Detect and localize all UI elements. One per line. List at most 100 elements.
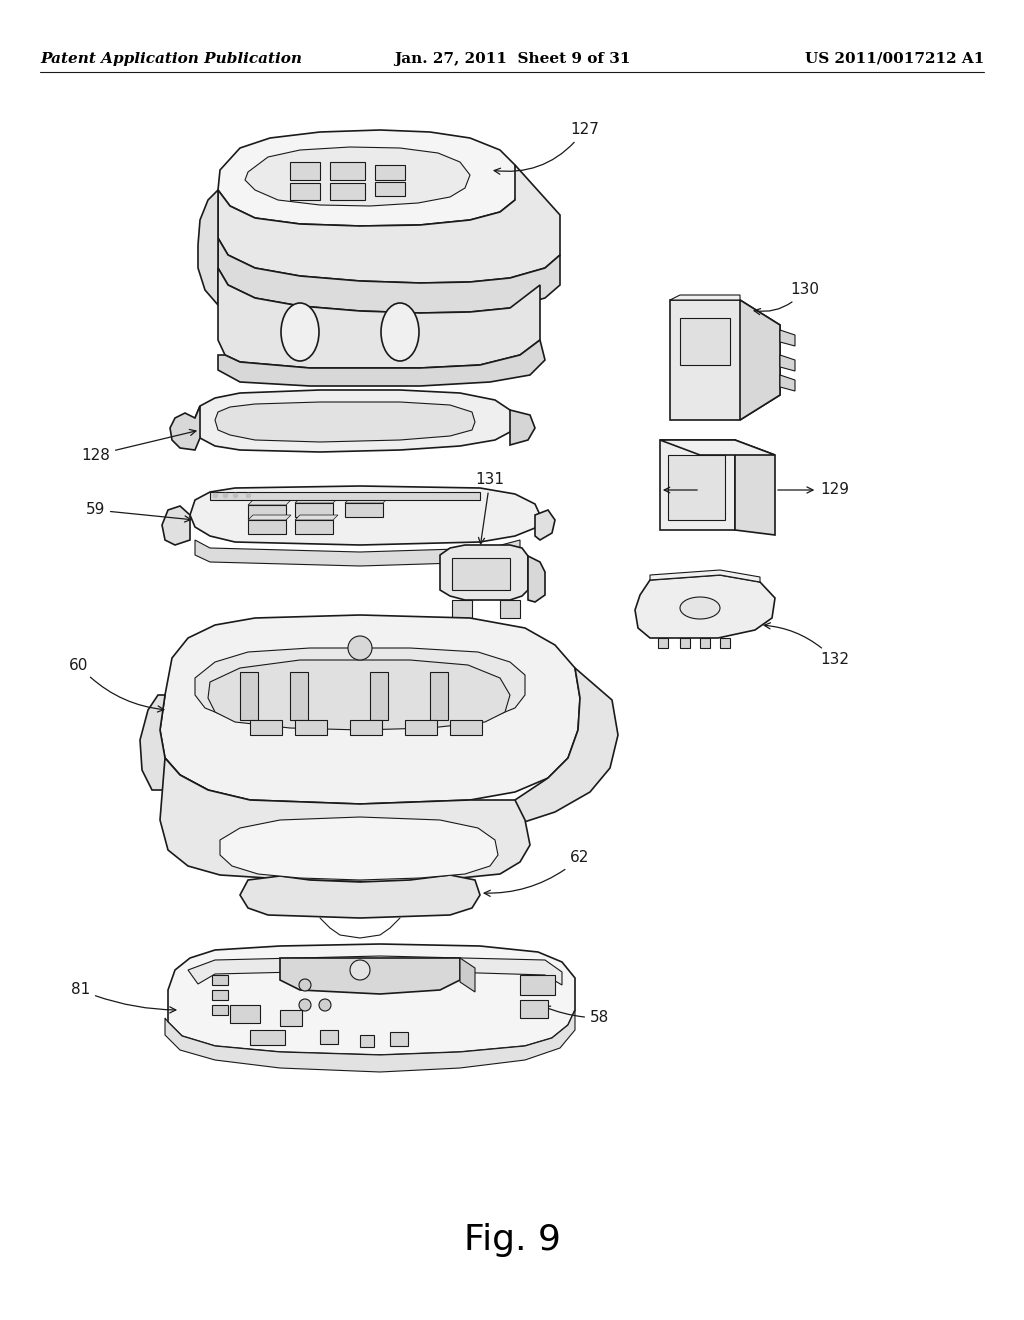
PathPatch shape: [240, 875, 480, 917]
PathPatch shape: [360, 1035, 374, 1047]
PathPatch shape: [165, 1010, 575, 1072]
PathPatch shape: [290, 672, 308, 719]
PathPatch shape: [520, 1001, 548, 1018]
PathPatch shape: [345, 503, 383, 517]
Circle shape: [319, 999, 331, 1011]
PathPatch shape: [190, 486, 540, 545]
PathPatch shape: [510, 411, 535, 445]
PathPatch shape: [680, 318, 730, 366]
PathPatch shape: [295, 719, 327, 735]
PathPatch shape: [440, 545, 528, 601]
PathPatch shape: [528, 556, 545, 602]
Text: 132: 132: [764, 623, 849, 668]
PathPatch shape: [350, 719, 382, 735]
Text: 131: 131: [475, 473, 505, 544]
Ellipse shape: [680, 597, 720, 619]
Text: 127: 127: [495, 123, 599, 174]
PathPatch shape: [670, 300, 780, 420]
PathPatch shape: [452, 601, 472, 618]
PathPatch shape: [245, 147, 470, 206]
PathPatch shape: [212, 1005, 228, 1015]
PathPatch shape: [240, 672, 258, 719]
PathPatch shape: [780, 355, 795, 371]
Text: Jan. 27, 2011  Sheet 9 of 31: Jan. 27, 2011 Sheet 9 of 31: [394, 51, 630, 66]
Text: 128: 128: [81, 429, 196, 462]
Text: Patent Application Publication: Patent Application Publication: [40, 51, 302, 66]
PathPatch shape: [195, 389, 515, 451]
PathPatch shape: [330, 183, 365, 201]
PathPatch shape: [330, 162, 365, 180]
PathPatch shape: [218, 238, 560, 313]
PathPatch shape: [515, 668, 618, 825]
PathPatch shape: [230, 1005, 260, 1023]
PathPatch shape: [140, 696, 208, 789]
PathPatch shape: [215, 403, 475, 442]
PathPatch shape: [460, 958, 475, 993]
Circle shape: [299, 999, 311, 1011]
PathPatch shape: [248, 515, 291, 520]
PathPatch shape: [650, 570, 760, 582]
PathPatch shape: [290, 183, 319, 201]
Ellipse shape: [381, 304, 419, 360]
Text: 59: 59: [86, 503, 190, 521]
PathPatch shape: [210, 492, 480, 500]
Text: US 2011/0017212 A1: US 2011/0017212 A1: [805, 51, 984, 66]
PathPatch shape: [198, 190, 218, 305]
PathPatch shape: [345, 498, 388, 503]
PathPatch shape: [212, 990, 228, 1001]
PathPatch shape: [248, 506, 286, 519]
PathPatch shape: [700, 638, 710, 648]
PathPatch shape: [720, 638, 730, 648]
PathPatch shape: [218, 165, 560, 282]
PathPatch shape: [208, 660, 510, 730]
PathPatch shape: [295, 503, 333, 517]
Circle shape: [350, 960, 370, 979]
Circle shape: [348, 636, 372, 660]
PathPatch shape: [319, 1030, 338, 1044]
PathPatch shape: [370, 672, 388, 719]
PathPatch shape: [250, 1030, 285, 1045]
PathPatch shape: [295, 515, 338, 520]
Text: 81: 81: [71, 982, 176, 1012]
PathPatch shape: [780, 375, 795, 391]
Text: 129: 129: [778, 483, 849, 498]
Circle shape: [299, 979, 311, 991]
PathPatch shape: [670, 294, 740, 300]
Text: 58: 58: [544, 1006, 609, 1026]
PathPatch shape: [450, 719, 482, 735]
PathPatch shape: [295, 520, 333, 535]
Text: Fig. 9: Fig. 9: [464, 1224, 560, 1257]
PathPatch shape: [280, 1010, 302, 1026]
PathPatch shape: [780, 330, 795, 346]
PathPatch shape: [406, 719, 437, 735]
Text: 130: 130: [754, 282, 819, 314]
PathPatch shape: [375, 182, 406, 195]
PathPatch shape: [218, 129, 520, 226]
PathPatch shape: [535, 510, 555, 540]
Text: 60: 60: [69, 657, 164, 711]
PathPatch shape: [168, 944, 575, 1055]
PathPatch shape: [740, 300, 780, 420]
PathPatch shape: [375, 165, 406, 180]
PathPatch shape: [162, 506, 190, 545]
PathPatch shape: [635, 576, 775, 638]
PathPatch shape: [295, 498, 338, 503]
PathPatch shape: [660, 440, 775, 455]
Text: 62: 62: [484, 850, 590, 896]
PathPatch shape: [290, 162, 319, 180]
PathPatch shape: [680, 638, 690, 648]
PathPatch shape: [452, 558, 510, 590]
PathPatch shape: [248, 520, 286, 535]
PathPatch shape: [248, 500, 291, 506]
PathPatch shape: [170, 407, 200, 450]
PathPatch shape: [195, 648, 525, 726]
PathPatch shape: [520, 975, 555, 995]
PathPatch shape: [160, 758, 530, 882]
PathPatch shape: [735, 440, 775, 535]
PathPatch shape: [430, 672, 449, 719]
PathPatch shape: [500, 601, 520, 618]
PathPatch shape: [390, 1032, 408, 1045]
PathPatch shape: [218, 341, 545, 385]
PathPatch shape: [188, 956, 562, 985]
Ellipse shape: [281, 304, 319, 360]
